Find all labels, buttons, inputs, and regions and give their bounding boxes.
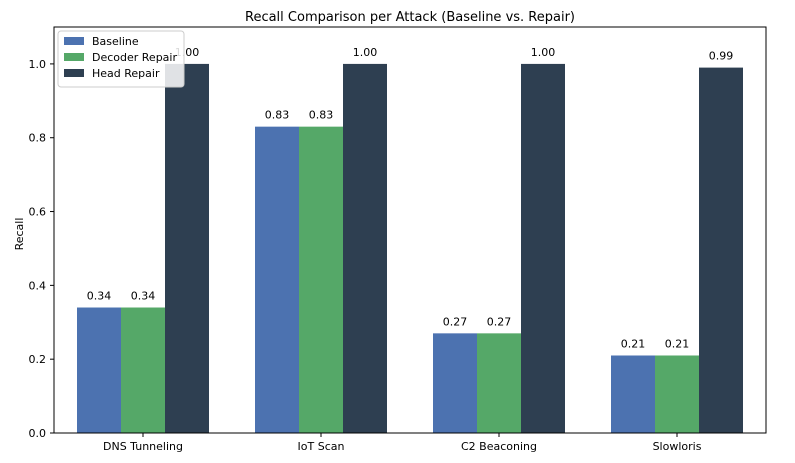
bar-head-repair-0 <box>165 63 209 434</box>
legend-label: Head Repair <box>92 67 160 80</box>
y-tick-label: 1.0 <box>29 58 47 71</box>
y-tick-label: 0.4 <box>29 279 47 292</box>
value-label: 0.83 <box>309 109 334 122</box>
bar-baseline-3 <box>611 355 655 433</box>
legend-swatch <box>64 37 84 45</box>
value-label: 0.99 <box>709 50 734 63</box>
legend-swatch <box>64 69 84 77</box>
x-axis: DNS Tunneling IoT Scan C2 Beaconing Slowlor… <box>103 433 702 453</box>
chart-title: Recall Comparison per Attack (Baseline v… <box>245 10 575 25</box>
legend-box <box>57 30 185 88</box>
value-label: 0.34 <box>87 290 112 303</box>
legend-label: Decoder Repair <box>92 51 177 64</box>
value-label: 0.83 <box>265 109 290 122</box>
bar-decoder-repair-3 <box>655 355 699 433</box>
legend: Baseline Decoder Repair Head Repair <box>57 30 185 88</box>
legend-swatch <box>64 53 84 61</box>
bar-head-repair-2 <box>521 63 565 434</box>
value-label: 1.00 <box>531 46 556 59</box>
y-tick-label: 0.0 <box>29 427 47 440</box>
bar-baseline-2 <box>433 333 477 433</box>
y-tick-label: 0.8 <box>29 132 47 145</box>
bar-head-repair-1 <box>343 63 387 434</box>
bars-group <box>77 63 743 434</box>
x-tick-label: DNS Tunneling <box>103 440 183 453</box>
bar-decoder-repair-2 <box>477 333 521 433</box>
value-label: 0.34 <box>131 290 156 303</box>
x-tick-label: C2 Beaconing <box>461 440 537 453</box>
value-label: 0.21 <box>665 337 690 350</box>
x-tick-label: IoT Scan <box>298 440 345 453</box>
value-label: 0.21 <box>621 337 646 350</box>
legend-label: Baseline <box>92 35 139 48</box>
x-tick-label: Slowloris <box>653 440 702 453</box>
bar-decoder-repair-0 <box>121 307 165 433</box>
bar-baseline-0 <box>77 307 121 433</box>
bar-baseline-1 <box>255 126 299 434</box>
y-axis-label: Recall <box>13 218 26 251</box>
y-tick-label: 0.2 <box>29 353 47 366</box>
bar-decoder-repair-1 <box>299 126 343 434</box>
value-label: 0.27 <box>487 315 512 328</box>
y-axis: 0.0 0.2 0.4 0.6 0.8 1.0 <box>29 58 54 440</box>
value-label: 1.00 <box>353 46 378 59</box>
value-label: 0.27 <box>443 315 468 328</box>
y-tick-label: 0.6 <box>29 206 47 219</box>
bar-head-repair-3 <box>699 67 743 433</box>
plot-frame <box>53 26 767 434</box>
